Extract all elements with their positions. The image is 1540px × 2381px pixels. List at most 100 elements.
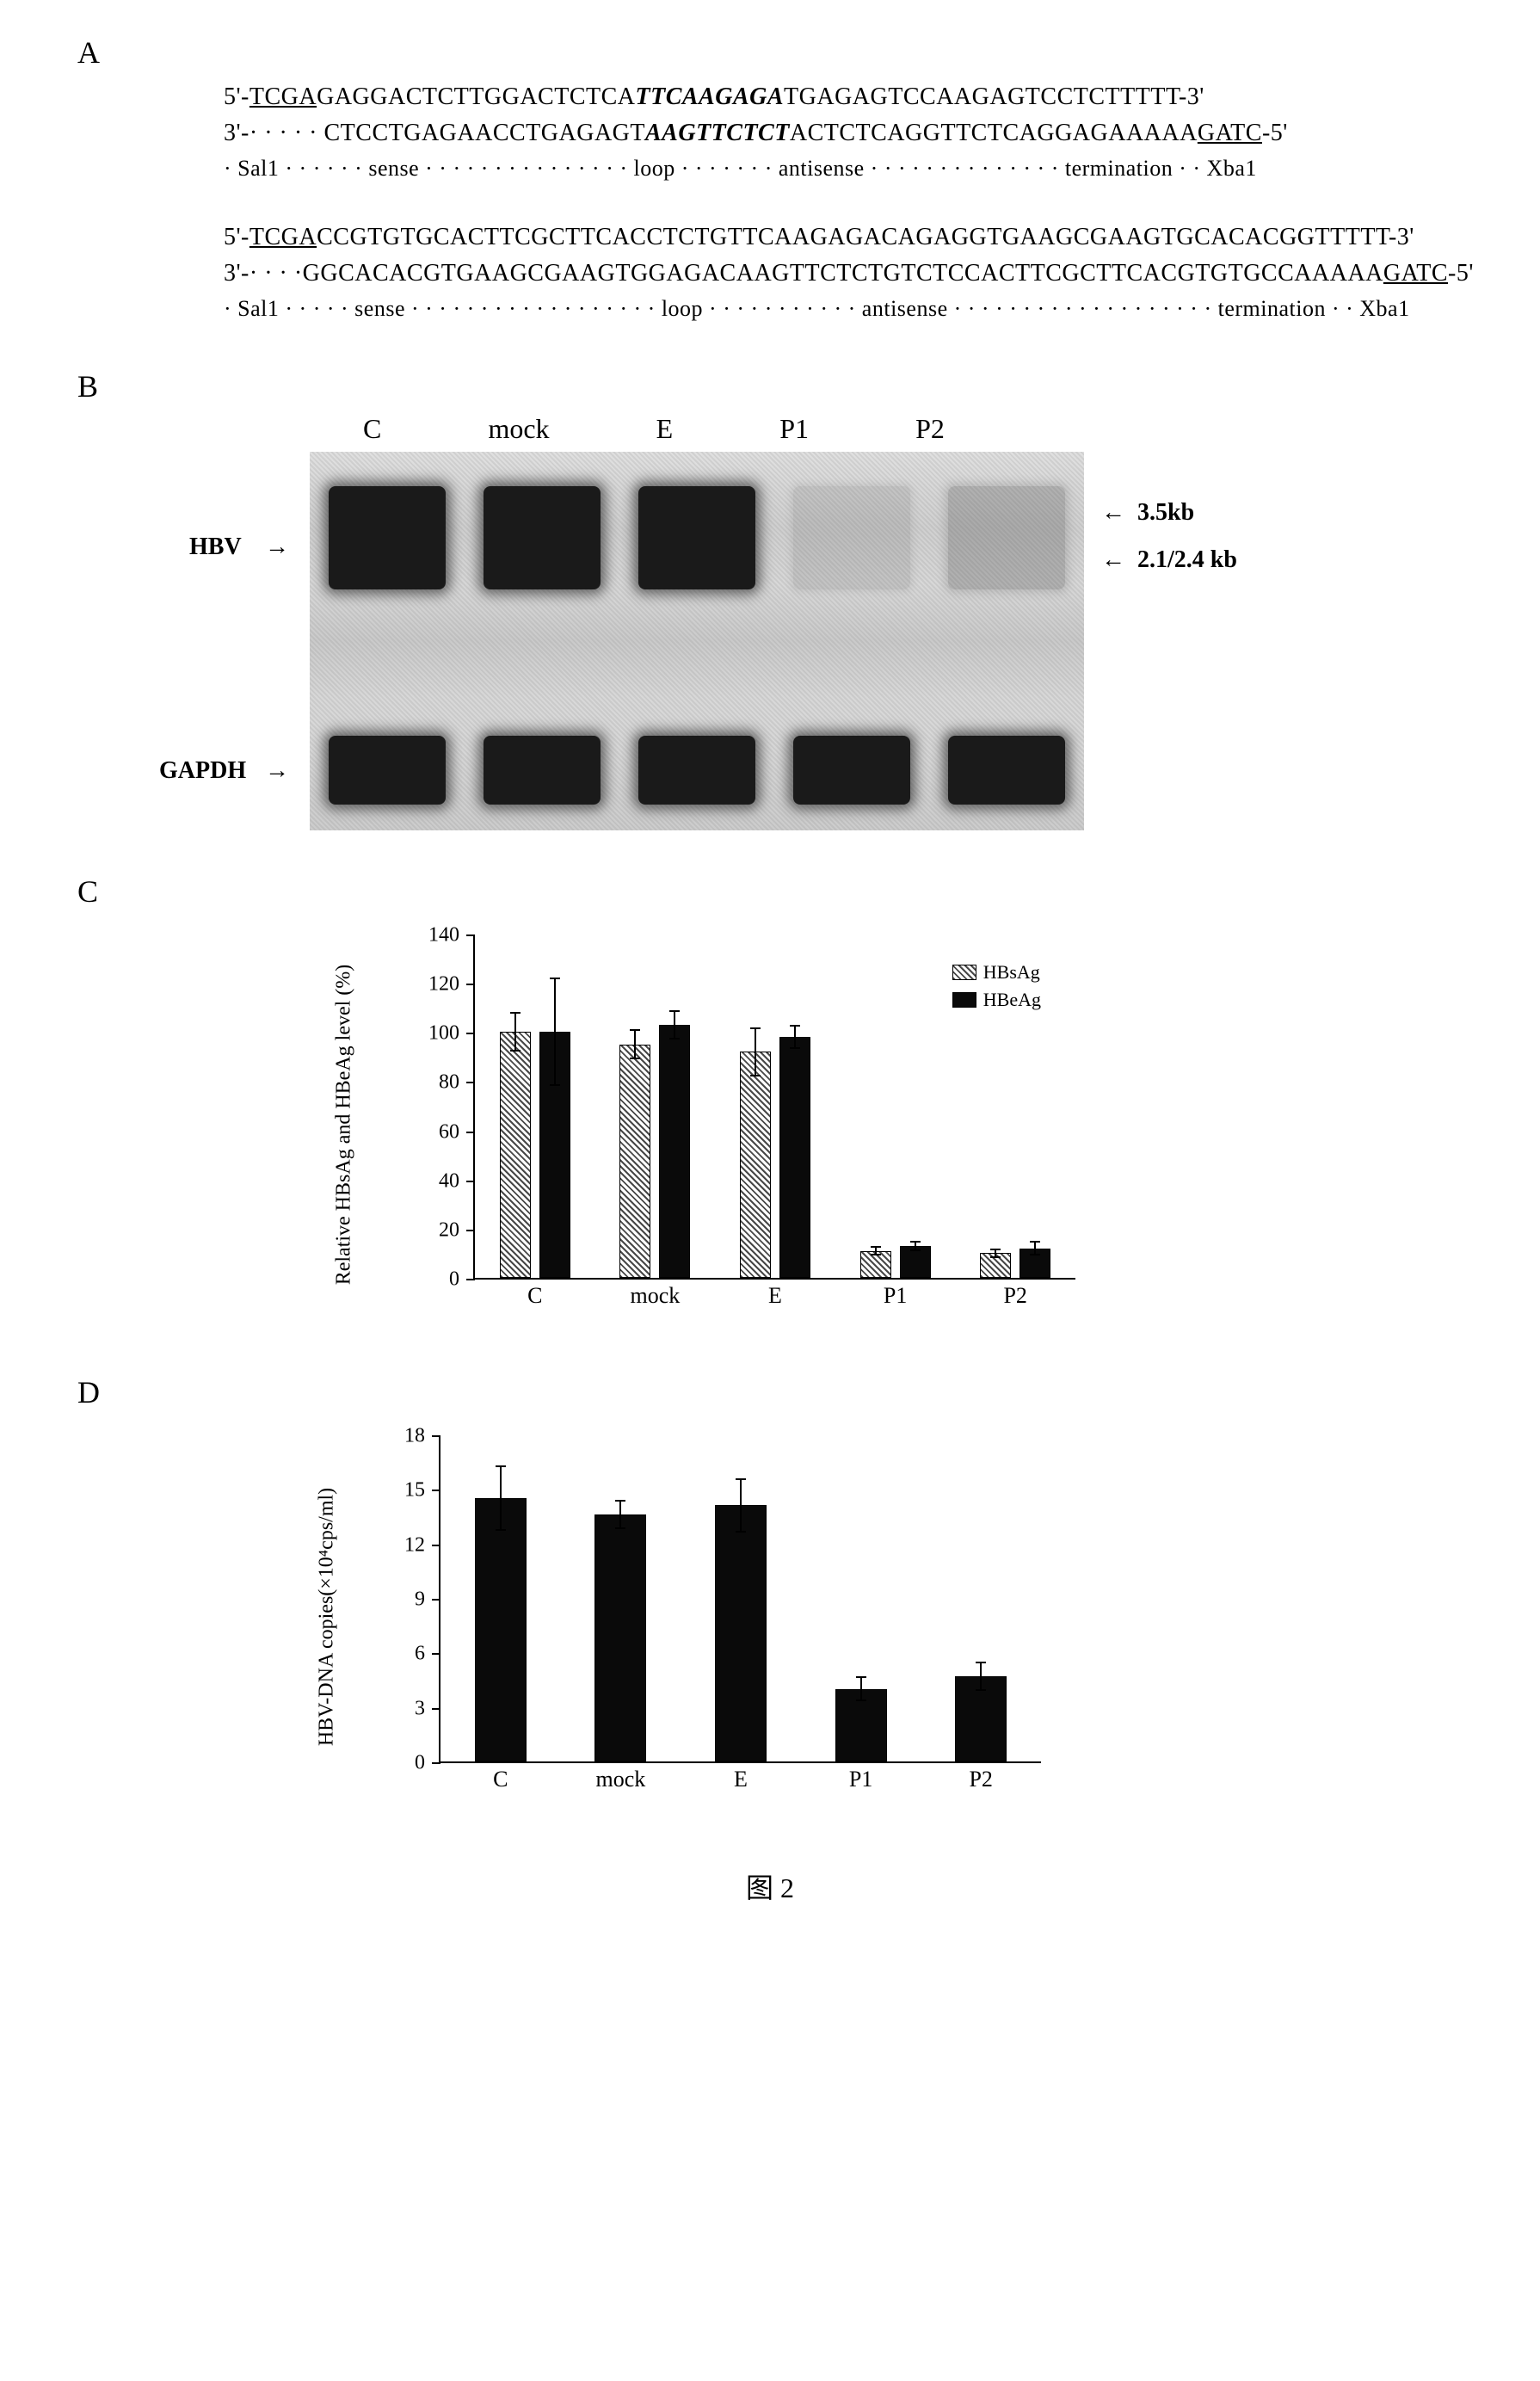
chart-bar bbox=[475, 1498, 527, 1761]
legend-text: HBsAg bbox=[983, 961, 1040, 984]
y-tick-label: 0 bbox=[373, 1752, 425, 1775]
x-tick-label: P1 bbox=[884, 1283, 907, 1309]
seq-text: ACTCTCAGGTTCTCAGGAGAAAAA bbox=[790, 120, 1198, 146]
lane-label: C bbox=[363, 413, 381, 445]
arrow-icon: ← bbox=[1101, 499, 1125, 526]
seq2-annotation: · Sal1 · · · · · sense · · · · · · · · ·… bbox=[224, 292, 1488, 325]
panel-c-label: C bbox=[77, 873, 1488, 910]
y-tick-label: 3 bbox=[373, 1697, 425, 1720]
y-tick bbox=[466, 1033, 475, 1034]
y-tick bbox=[466, 984, 475, 985]
x-tick-label: E bbox=[768, 1283, 782, 1309]
error-bar bbox=[915, 1241, 916, 1250]
legend-swatch-icon bbox=[952, 965, 976, 980]
x-tick-label: mock bbox=[596, 1767, 646, 1792]
panel-c: C Relative HBsAg and HBeAg level (%) HBs… bbox=[52, 873, 1488, 1331]
x-tick-label: P1 bbox=[849, 1767, 872, 1792]
y-tick-label: 15 bbox=[373, 1479, 425, 1502]
bar-chart-antigens: Relative HBsAg and HBeAg level (%) HBsAg… bbox=[396, 918, 1153, 1331]
chart-bar bbox=[659, 1025, 690, 1278]
lane-label: mock bbox=[488, 413, 549, 445]
y-axis-label: HBV-DNA copies(×10⁴cps/ml) bbox=[316, 1488, 339, 1746]
y-tick-label: 60 bbox=[408, 1120, 459, 1144]
seq-underline: GATC bbox=[1383, 260, 1448, 287]
sequence-block-2: 5'-TCGACCGTGTGCACTTCGCTTCACCTCTGTTCAAGAG… bbox=[224, 219, 1488, 325]
error-bar bbox=[1034, 1241, 1036, 1255]
seq1-line2: 3'-· · · · · CTCCTGAGAACCTGAGAGTAAGTTCTC… bbox=[224, 115, 1488, 151]
error-bar bbox=[554, 978, 556, 1086]
error-bar bbox=[875, 1246, 877, 1255]
seq-underline: TCGA bbox=[249, 224, 317, 250]
chart-bar bbox=[779, 1037, 810, 1278]
y-tick bbox=[432, 1762, 440, 1764]
x-tick-label: mock bbox=[631, 1283, 681, 1309]
x-tick-label: C bbox=[493, 1767, 508, 1792]
lane-label: P1 bbox=[779, 413, 809, 445]
chart-bar bbox=[715, 1505, 767, 1761]
seq-loop: TTCAAGAGA bbox=[636, 83, 785, 110]
legend-text: HBeAg bbox=[983, 989, 1041, 1011]
chart-d: HBV-DNA copies(×10⁴cps/ml) 0369121518Cmo… bbox=[361, 1419, 1067, 1815]
blot-band bbox=[793, 486, 911, 589]
size-text: 3.5kb bbox=[1137, 499, 1194, 526]
x-tick-label: P2 bbox=[1003, 1283, 1026, 1309]
blot-band bbox=[638, 486, 756, 589]
panel-b-label: B bbox=[77, 368, 1488, 404]
x-tick-label: E bbox=[734, 1767, 748, 1792]
y-tick-label: 6 bbox=[373, 1643, 425, 1666]
arrow-icon: → bbox=[265, 534, 289, 561]
seq-text: TGAGAGTCCAAGAGTCCTCTTTTT-3' bbox=[784, 83, 1204, 110]
seq1-line1: 5'-TCGAGAGGACTCTTGGACTCTCATTCAAGAGATGAGA… bbox=[224, 79, 1488, 115]
legend-swatch-icon bbox=[952, 992, 976, 1008]
error-bar bbox=[674, 1010, 675, 1039]
y-tick-label: 18 bbox=[373, 1425, 425, 1448]
error-bar bbox=[619, 1500, 621, 1529]
lane-label: E bbox=[656, 413, 674, 445]
bar-chart-dna: HBV-DNA copies(×10⁴cps/ml) 0369121518Cmo… bbox=[361, 1419, 1118, 1815]
blot-image bbox=[310, 452, 1084, 830]
blot-area: HBV → GAPDH → ← 3.5kb ← 2.1/2.4 kb bbox=[224, 452, 1170, 830]
y-tick bbox=[466, 1132, 475, 1133]
error-bar bbox=[740, 1478, 742, 1533]
seq-text: -5' bbox=[1262, 120, 1288, 146]
seq-underline: GATC bbox=[1198, 120, 1262, 146]
y-tick bbox=[432, 1708, 440, 1710]
size-label-upper: ← 3.5kb bbox=[1101, 499, 1194, 527]
blot-band bbox=[948, 486, 1066, 589]
gapdh-row-label: GAPDH bbox=[159, 757, 246, 785]
chart-bar bbox=[500, 1032, 531, 1278]
seq-text: 5'- bbox=[224, 83, 249, 110]
panel-b: B CmockEP1P2 HBV → GAPDH → ← 3.5kb ← 2.1… bbox=[52, 368, 1488, 830]
northern-blot: CmockEP1P2 HBV → GAPDH → ← 3.5kb ← 2.1/2… bbox=[224, 413, 1170, 830]
blot-band bbox=[638, 736, 756, 805]
error-bar bbox=[514, 1012, 516, 1052]
y-tick bbox=[432, 1545, 440, 1546]
error-bar bbox=[980, 1662, 982, 1691]
y-axis-label: Relative HBsAg and HBeAg level (%) bbox=[333, 965, 356, 1286]
hbv-row-label: HBV bbox=[189, 534, 242, 561]
blot-band bbox=[484, 486, 601, 589]
chart-legend: HBsAg HBeAg bbox=[952, 961, 1041, 1016]
seq-loop: AAGTTCTCT bbox=[645, 120, 790, 146]
y-tick-label: 120 bbox=[408, 973, 459, 996]
legend-item-hbeag: HBeAg bbox=[952, 989, 1041, 1011]
seq1-annotation: · Sal1 · · · · · · sense · · · · · · · ·… bbox=[224, 151, 1488, 185]
blot-band bbox=[793, 736, 911, 805]
error-bar bbox=[634, 1029, 636, 1058]
seq-text: 5'- bbox=[224, 224, 249, 250]
blot-band bbox=[329, 486, 447, 589]
legend-item-hbsag: HBsAg bbox=[952, 961, 1041, 984]
y-tick bbox=[432, 1653, 440, 1655]
error-bar bbox=[500, 1465, 502, 1531]
y-tick-label: 140 bbox=[408, 924, 459, 947]
chart-bar bbox=[594, 1514, 646, 1761]
panel-d-label: D bbox=[77, 1374, 1488, 1410]
seq2-line2: 3'-· · · ·GGCACACGTGAAGCGAAGTGGAGACAAGTT… bbox=[224, 256, 1488, 292]
lane-labels-row: CmockEP1P2 bbox=[224, 413, 998, 445]
y-tick-label: 40 bbox=[408, 1169, 459, 1193]
chart-c: Relative HBsAg and HBeAg level (%) HBsAg… bbox=[396, 918, 1101, 1331]
y-tick bbox=[466, 1279, 475, 1280]
y-tick bbox=[432, 1435, 440, 1437]
size-label-lower: ← 2.1/2.4 kb bbox=[1101, 546, 1237, 574]
error-bar bbox=[755, 1027, 756, 1076]
